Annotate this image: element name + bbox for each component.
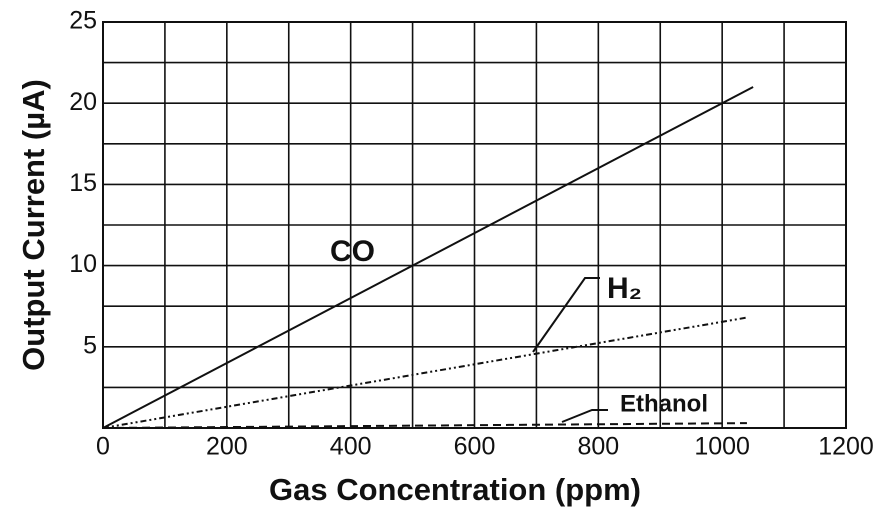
x-tick-label: 400	[330, 433, 372, 461]
series-label: CO	[330, 235, 375, 268]
data-line	[102, 316, 748, 429]
y-tick-label: 25	[69, 7, 97, 35]
leader-line	[532, 277, 600, 353]
x-tick-label: 0	[96, 433, 110, 461]
series-label: H₂	[607, 272, 642, 305]
y-tick-label: 15	[69, 169, 97, 197]
y-tick-label: 5	[83, 331, 97, 359]
leader-line	[561, 409, 608, 423]
y-axis-title: Output Current (µA)	[16, 79, 51, 371]
x-axis-title: Gas Concentration (ppm)	[269, 472, 641, 507]
x-tick-label: 1200	[818, 433, 874, 461]
y-tick-label: 20	[69, 88, 97, 116]
data-line	[102, 422, 747, 429]
x-tick-label: 1000	[694, 433, 750, 461]
x-tick-label: 800	[577, 433, 619, 461]
series-label: Ethanol	[620, 390, 708, 417]
x-tick-label: 200	[206, 433, 248, 461]
data-line	[102, 86, 754, 429]
y-tick-label: 10	[69, 250, 97, 278]
x-tick-label: 600	[454, 433, 496, 461]
